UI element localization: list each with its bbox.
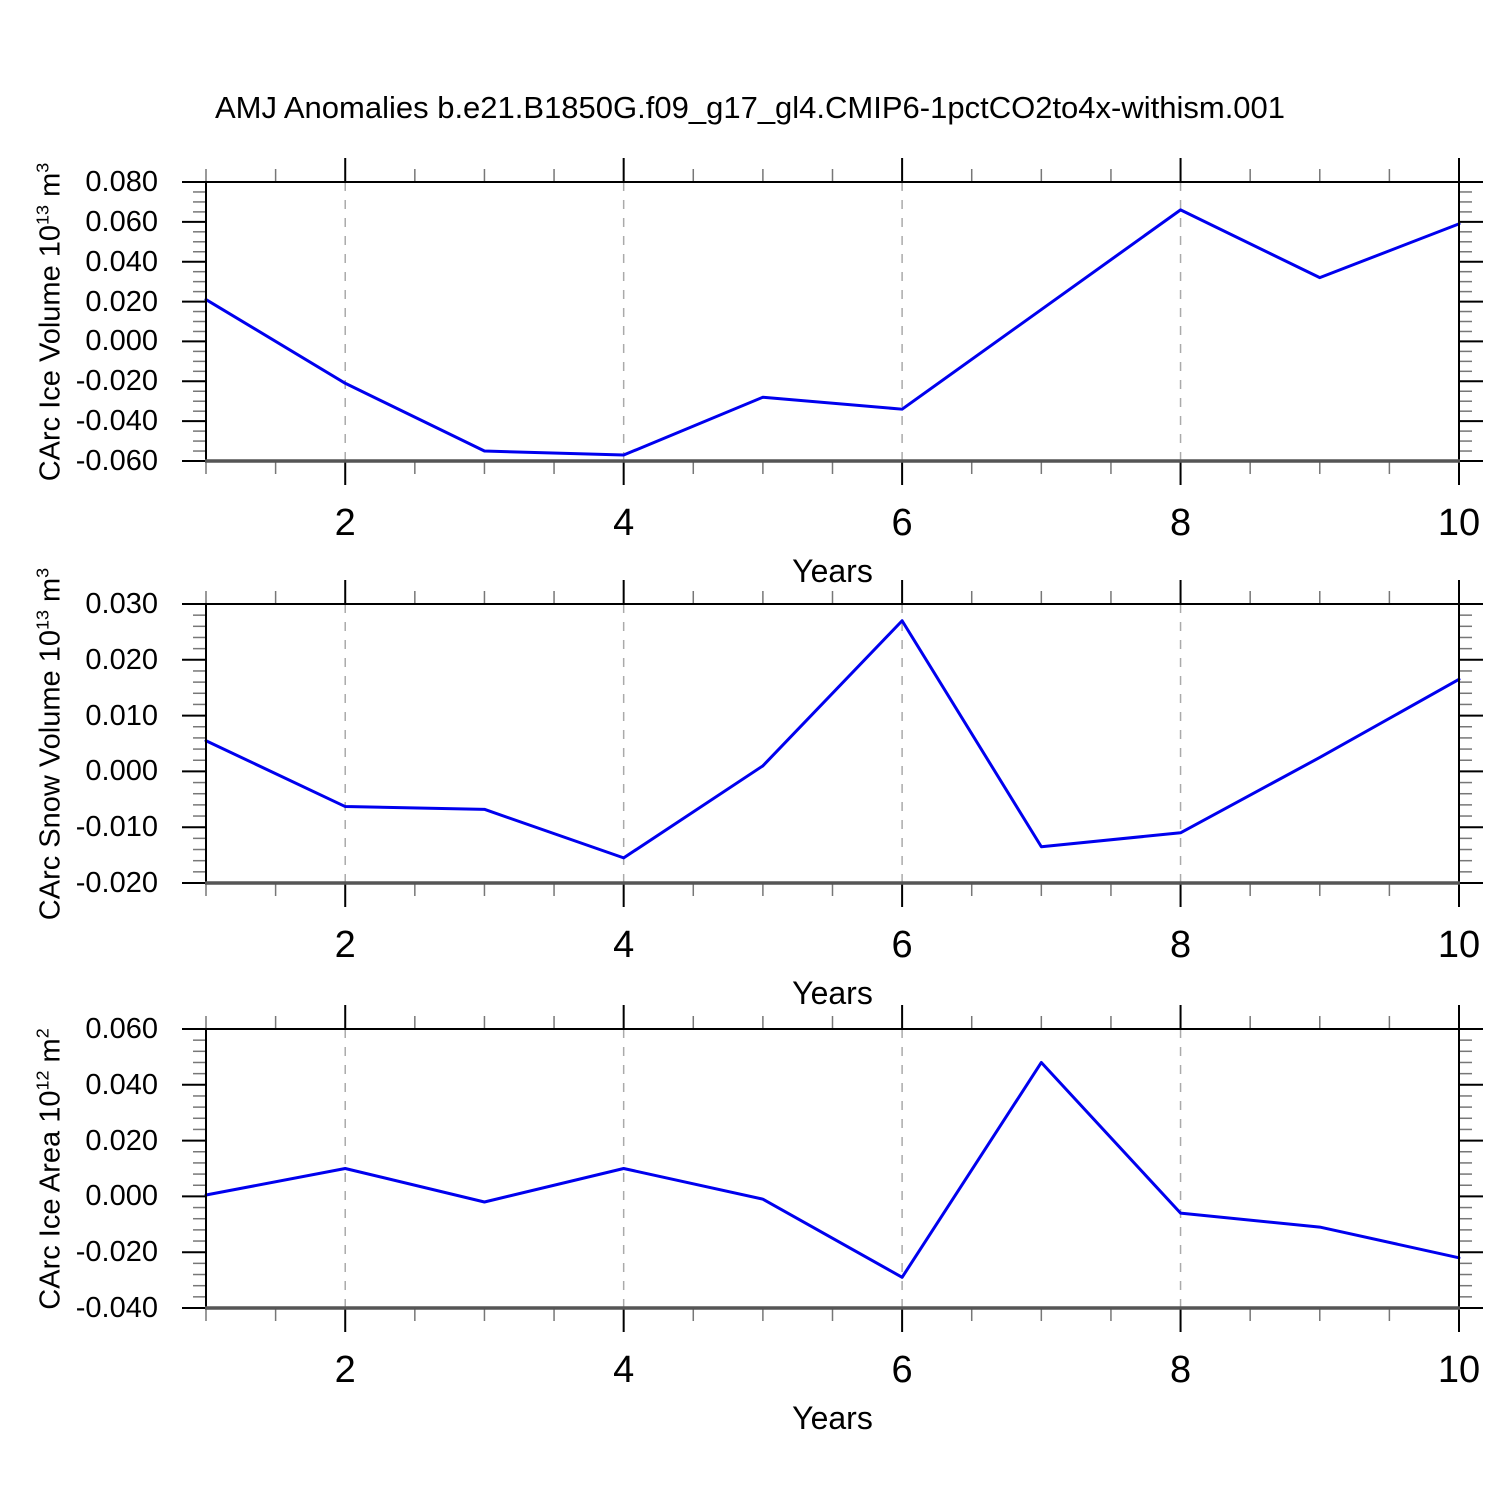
x-tick-label: 6	[891, 502, 913, 544]
superscript: 13	[32, 204, 53, 225]
y-tick-label: -0.010	[75, 811, 158, 844]
label-text: CArc Ice Volume 10	[34, 224, 67, 481]
x-tick-label: 6	[891, 924, 913, 966]
x-tick-label: 4	[613, 502, 635, 544]
y-tick-label: -0.020	[75, 365, 158, 398]
y-tick-label: -0.040	[75, 1292, 158, 1324]
x-tick-label: 10	[1437, 502, 1481, 544]
y-axis-title-carc-ice-volume: CArc Ice Volume 1013 m3	[33, 162, 68, 481]
y-tick-label: 0.030	[85, 588, 158, 620]
y-tick-label: -0.040	[75, 405, 158, 438]
y-axis-title-carc-ice-area: CArc Ice Area 1012 m2	[33, 1028, 68, 1309]
y-tick-label: 0.060	[85, 1013, 158, 1045]
y-tick-label: 0.000	[85, 755, 158, 788]
x-tick-label: 2	[334, 502, 356, 544]
x-tick-label: 4	[613, 924, 635, 966]
y-tick-label: 0.040	[85, 1068, 158, 1101]
y-tick-label: 0.040	[85, 245, 158, 278]
x-axis-title-panel-1: Years	[792, 553, 873, 589]
label-text: CArc Ice Area 10	[34, 1090, 67, 1310]
label-text: CArc Snow Volume 10	[34, 629, 67, 920]
chart-title: AMJ Anomalies b.e21.B1850G.f09_g17_gl4.C…	[214, 90, 1286, 125]
y-tick-label: 0.010	[85, 699, 158, 732]
x-tick-label: 2	[334, 924, 356, 966]
y-tick-label: -0.020	[75, 1236, 158, 1269]
superscript: 3	[32, 567, 53, 578]
y-tick-label: 0.080	[85, 166, 158, 198]
label-text: m	[34, 577, 67, 610]
label-text: m	[34, 1037, 67, 1070]
y-tick-label: -0.060	[75, 445, 158, 477]
superscript: 13	[32, 609, 53, 630]
x-tick-label: 4	[613, 1349, 635, 1391]
superscript: 3	[32, 162, 53, 173]
y-axis-title-carc-snow-volume: CArc Snow Volume 1013 m3	[33, 567, 68, 919]
x-tick-label: 6	[891, 1349, 913, 1391]
x-tick-label: 8	[1169, 1349, 1192, 1391]
y-tick-label: 0.020	[85, 285, 158, 318]
superscript: 12	[32, 1070, 53, 1090]
x-tick-label: 8	[1169, 924, 1192, 966]
carc-ice-volume-line	[204, 208, 1461, 457]
x-tick-label: 10	[1437, 924, 1481, 966]
y-tick-label: 0.000	[85, 325, 158, 358]
y-tick-label: 0.020	[85, 1124, 158, 1157]
y-tick-label: -0.020	[75, 867, 158, 899]
y-tick-label: 0.020	[85, 643, 158, 676]
carc-ice-area-line	[204, 1060, 1461, 1279]
x-axis-title-panel-3: Years	[792, 1400, 873, 1436]
y-tick-label: 0.060	[85, 205, 158, 238]
x-axis-title-panel-2: Years	[792, 975, 873, 1011]
y-tick-label: 0.000	[85, 1180, 158, 1213]
superscript: 2	[32, 1027, 53, 1038]
x-tick-label: 2	[334, 1349, 356, 1391]
label-text: m	[34, 172, 67, 205]
carc-snow-volume-line	[204, 619, 1461, 860]
x-tick-label: 8	[1169, 502, 1192, 544]
x-tick-label: 10	[1437, 1349, 1481, 1391]
